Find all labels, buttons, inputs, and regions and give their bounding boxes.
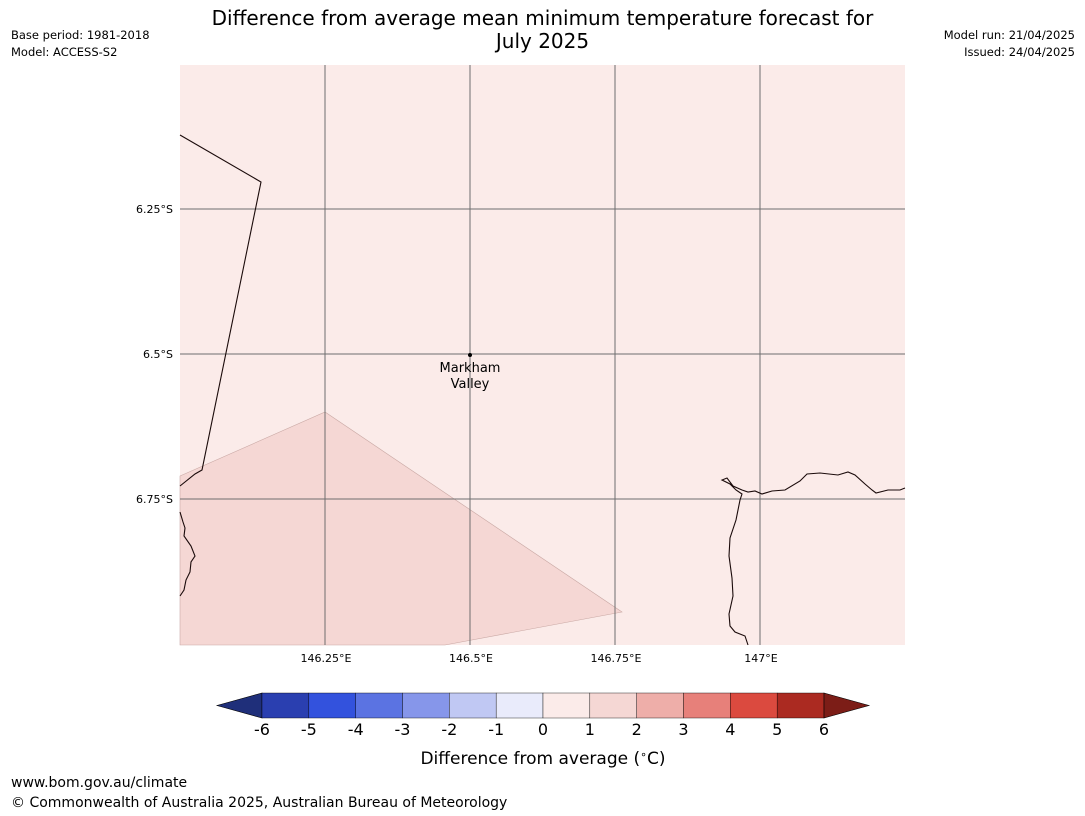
model-text: Model: ACCESS-S2	[11, 45, 118, 59]
colorbar-segment	[308, 692, 356, 719]
colorbar-tick-label: 3	[678, 720, 688, 739]
colorbar-tick-label: 5	[772, 720, 782, 739]
lat-tick-label: 6.75°S	[136, 493, 173, 506]
map-title: Difference from average mean minimum tem…	[180, 7, 905, 53]
map-panel: Markham Valley	[179, 65, 906, 646]
place-marker	[468, 353, 472, 357]
colorbar-segment	[449, 692, 497, 719]
model-run-text: Model run: 21/04/2025	[943, 28, 1075, 42]
gridlines	[180, 65, 905, 645]
colorbar-tick-label: 1	[585, 720, 595, 739]
meta-left: Base period: 1981-2018 Model: ACCESS-S2	[11, 27, 150, 61]
lon-tick-label: 146.25°E	[301, 652, 352, 665]
title-line-1: Difference from average mean minimum tem…	[211, 6, 874, 30]
colorbar-segment	[402, 692, 450, 719]
title-line-2: July 2025	[495, 29, 590, 53]
meta-right: Model run: 21/04/2025 Issued: 24/04/2025	[944, 27, 1075, 61]
lon-tick-labels: 146.25°E 146.5°E 146.75°E 147°E	[301, 652, 778, 665]
colorbar-tick-label: 6	[819, 720, 829, 739]
colorbar-tick-label: -5	[301, 720, 317, 739]
colorbar-tick-label: -3	[395, 720, 411, 739]
colorbar-segment	[589, 692, 637, 719]
colorbar-segment	[636, 692, 684, 719]
colorbar-segment	[261, 692, 310, 719]
coastlines	[179, 134, 906, 646]
lon-tick-label: 146.75°E	[591, 652, 642, 665]
footer-url[interactable]: www.bom.gov.au/climate	[11, 775, 188, 791]
colorbar-tick-label: 4	[725, 720, 735, 739]
base-period-text: Base period: 1981-2018	[11, 28, 150, 42]
colorbar-extend-min	[215, 692, 263, 719]
colorbar-segment	[495, 692, 544, 719]
colorbar-tick-label: -4	[348, 720, 364, 739]
colorbar-segment	[542, 692, 591, 719]
place-label-line1: Markham	[440, 361, 501, 376]
lon-tick-label: 147°E	[744, 652, 777, 665]
colorbar-segment	[776, 692, 825, 719]
lon-tick-label: 146.5°E	[449, 652, 493, 665]
colorbar-tick-label: 0	[538, 720, 548, 739]
colorbar-tick-label: -6	[254, 720, 270, 739]
colorbar-tick-label: -1	[488, 720, 504, 739]
coastline-west	[179, 511, 196, 597]
coastline-east	[720, 471, 906, 646]
colorbar: -6 -5 -4 -3 -2 -1 0 1 2 3 4 5 6	[215, 692, 871, 739]
lat-tick-label: 6.5°S	[143, 348, 173, 361]
province-border	[179, 134, 262, 487]
colorbar-segment	[730, 692, 778, 719]
lat-tick-labels: 6.25°S 6.5°S 6.75°S	[136, 203, 173, 506]
colorbar-tick-label: -2	[441, 720, 457, 739]
colorbar-tick-label: 2	[632, 720, 642, 739]
lat-tick-label: 6.25°S	[136, 203, 173, 216]
colorbar-extend-max	[823, 692, 871, 719]
warm-anomaly-region	[179, 411, 623, 646]
colorbar-label: Difference from average (∘C)	[420, 748, 665, 769]
issued-text: Issued: 24/04/2025	[964, 45, 1075, 59]
colorbar-segment	[683, 692, 731, 719]
colorbar-segment	[355, 692, 403, 719]
place-label-line2: Valley	[451, 377, 490, 392]
footer-copyright: © Commonwealth of Australia 2025, Austra…	[11, 795, 508, 811]
